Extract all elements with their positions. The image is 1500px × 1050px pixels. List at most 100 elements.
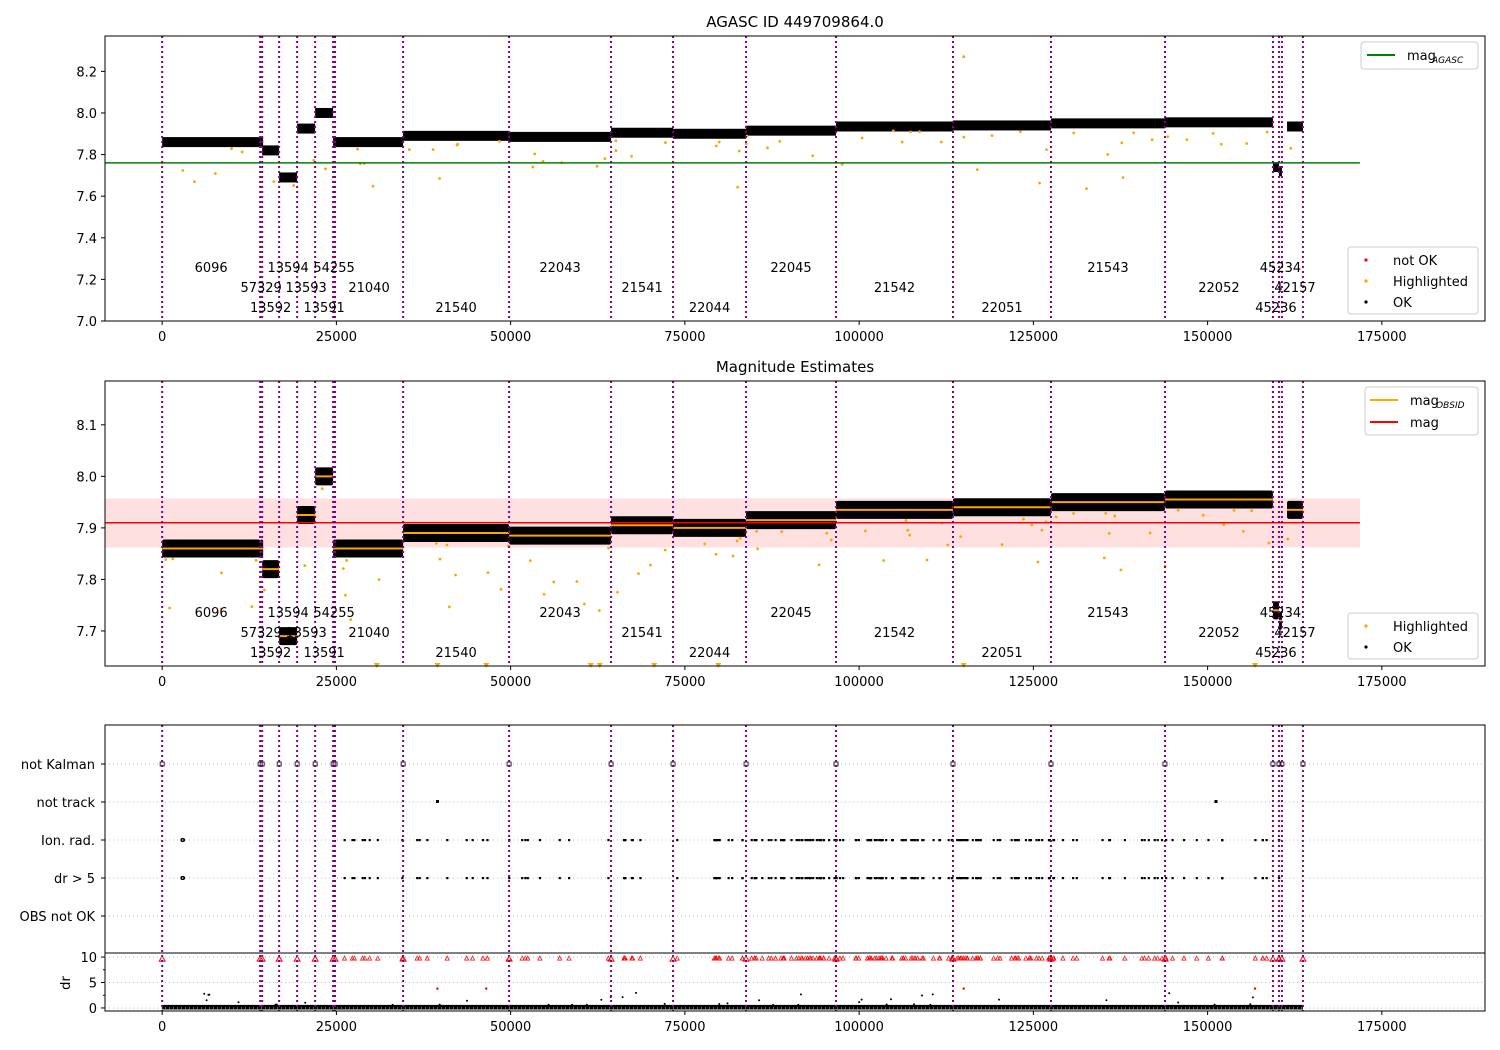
dr-clipped-point	[629, 955, 635, 961]
dr-gt-5-point	[363, 877, 367, 880]
ion-rad-point	[568, 839, 571, 842]
legend-agasc-sub: AGASC	[1431, 56, 1464, 66]
dr-point	[931, 993, 934, 996]
highlighted-point	[1119, 568, 1123, 572]
dr-clipped-point	[716, 955, 723, 961]
x-tick-label: 150000	[1183, 675, 1233, 690]
obsid-label: 21541	[621, 281, 662, 296]
highlighted-point	[735, 539, 739, 543]
dr-gt-5-point	[1028, 877, 1031, 880]
ion-rad-point	[741, 839, 744, 842]
flag-point	[181, 838, 186, 842]
ok-points-band	[162, 137, 261, 148]
dr-clipped-point	[341, 955, 348, 961]
ion-rad-point	[753, 839, 756, 842]
x-tick-label: 0	[158, 330, 166, 345]
ion-rad-point	[1108, 839, 1111, 842]
dr-gt-5-point	[797, 877, 800, 880]
dr-clipped-point	[557, 955, 563, 961]
ion-rad-point	[1101, 839, 1104, 842]
highlighted-point	[220, 571, 223, 575]
obsid-label: 57329	[240, 281, 281, 296]
category-label: dr > 5	[54, 872, 95, 887]
ion-rad-point	[891, 839, 894, 842]
obsid-label: 22043	[539, 261, 580, 276]
highlighted-point	[756, 547, 759, 551]
ion-rad-point	[1028, 839, 1031, 842]
dr-point	[726, 1002, 729, 1005]
dr-point	[998, 998, 1001, 1001]
dr-clipped-point	[973, 955, 979, 961]
highlighted-point	[714, 144, 718, 148]
y-tick-label: 7.9	[76, 522, 97, 537]
ion-rad-point	[947, 839, 950, 842]
dr-clipped-point	[749, 955, 755, 961]
dr-gt-5-point	[875, 877, 878, 880]
dr-gt-5-point	[1221, 877, 1224, 880]
highlighted-point	[230, 147, 233, 151]
dr-axes-frame	[104, 952, 1486, 1012]
dr-point	[1168, 992, 1171, 995]
dr-clipped-point	[674, 955, 680, 961]
ion-rad-point	[1123, 839, 1126, 842]
dr-gt-5-point	[426, 877, 429, 880]
highlighted-point	[882, 559, 886, 562]
highlighted-point	[1000, 543, 1004, 547]
ion-rad-point	[353, 839, 356, 842]
dr-tick-label: 0	[89, 1002, 97, 1017]
highlighted-point	[1040, 528, 1044, 532]
highlighted-point	[164, 558, 168, 562]
dr-clipped-point	[349, 955, 356, 961]
ok-points-band	[262, 145, 280, 156]
dr-gt-5-point	[922, 877, 925, 880]
dr-point	[885, 1003, 888, 1006]
category-label: not track	[36, 796, 95, 811]
dr-gt-5-point	[361, 877, 364, 880]
x-tick-label: 50000	[490, 1020, 531, 1035]
dr-gt-5-point	[1048, 877, 1051, 880]
ion-rad-point	[1014, 839, 1017, 842]
highlighted-point	[254, 558, 258, 562]
dr-gt-5-point	[351, 877, 354, 880]
ion-rad-point	[465, 839, 468, 842]
dr-gt-5-point	[418, 877, 421, 880]
dr-clipped-point	[537, 955, 543, 961]
dr-clipped-point	[1008, 955, 1015, 961]
highlighted-point	[1022, 517, 1025, 521]
obsid-label: 22052	[1198, 626, 1239, 641]
highlighted-point	[168, 606, 171, 610]
dr-gt-5-point	[1171, 877, 1174, 880]
ion-rad-point	[368, 839, 371, 842]
obsid-label: 54255	[313, 261, 354, 276]
ion-rad-point	[376, 839, 379, 842]
ion-rad-point	[878, 839, 881, 842]
dr-clipped-point	[1146, 955, 1152, 961]
dr-gt-5-point	[508, 877, 511, 880]
legend-label: Highlighted	[1393, 275, 1468, 290]
ion-rad-point	[1143, 839, 1146, 842]
highlighted-point	[616, 590, 619, 594]
dr-gt-5-point	[818, 877, 821, 880]
dr-gt-5-point	[1153, 877, 1156, 880]
ion-rad-point	[1041, 839, 1044, 842]
dr-gt-5-point	[962, 877, 965, 880]
highlighted-point	[1036, 560, 1040, 564]
x-tick-label: 75000	[664, 675, 705, 690]
dr-tick-label: 5	[89, 977, 97, 992]
highlighted-point	[356, 147, 360, 151]
chart-title: Magnitude Estimates	[716, 358, 874, 376]
x-tick-label: 100000	[834, 330, 884, 345]
dr-point	[718, 1002, 721, 1005]
dr-point	[571, 1003, 574, 1006]
highlighted-point	[171, 557, 175, 561]
dr-clipped-point	[890, 955, 896, 961]
dr-clipped-point	[752, 955, 758, 961]
dr-gt-5-point	[964, 877, 967, 880]
ion-rad-point	[1221, 839, 1224, 842]
dr-clipped-point	[414, 955, 420, 961]
dr-clipped-point	[837, 955, 843, 961]
highlighted-point	[448, 605, 451, 609]
y-tick-label: 7.8	[76, 149, 97, 164]
ion-rad-point	[880, 839, 884, 842]
dr-point	[304, 1001, 307, 1004]
